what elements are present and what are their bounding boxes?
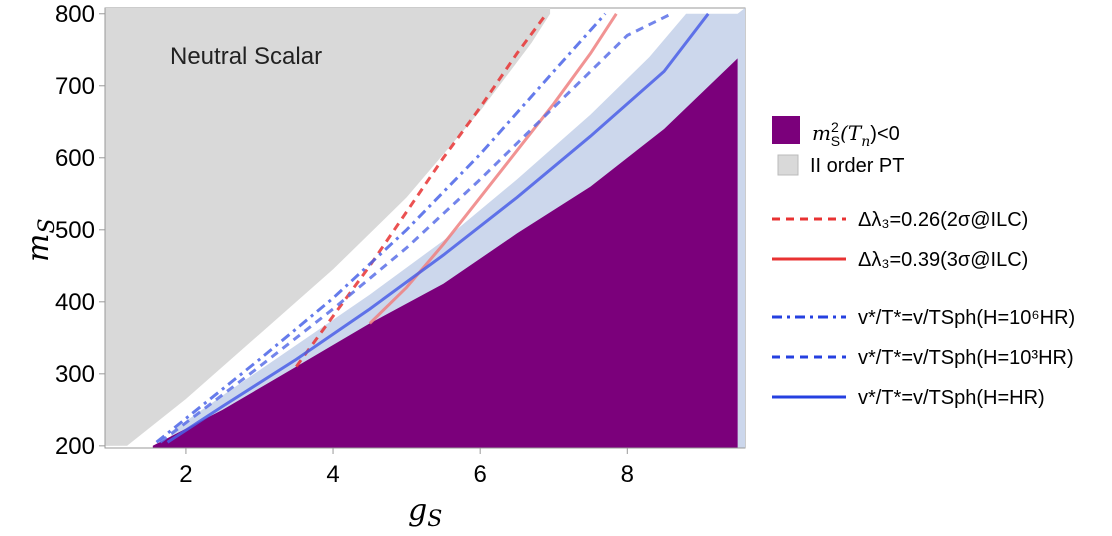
series-delta-lambda3-0.26 — [295, 12, 548, 368]
x-axis-ticks: 2 4 6 8 — [179, 448, 634, 488]
legend-label-delta-lambda3-0.39: Δλ₃=0.39(3σ@ILC) — [858, 249, 1028, 271]
x-axis-title-sub: S — [427, 507, 442, 532]
legend-swatch-second-order-pt — [777, 154, 799, 176]
y-tick-label: 400 — [55, 289, 95, 316]
legend-label-negative-mass: m2 S(Tn)<0 — [812, 119, 900, 150]
legend-label-ratio-H-HR: v*/T*=v/TSph(H=HR) — [858, 387, 1045, 409]
region-negative-mass — [152, 58, 738, 448]
x-axis-title-main: g — [408, 493, 427, 528]
legend-label-delta-lambda3-0.26: Δλ₃=0.26(2σ@ILC) — [858, 209, 1028, 231]
y-tick-label: 600 — [55, 145, 95, 172]
x-tick-label: 8 — [621, 461, 634, 488]
y-axis-ticks: 200 300 400 500 600 700 800 — [55, 1, 105, 460]
x-tick-label: 6 — [473, 461, 486, 488]
x-tick-label: 4 — [326, 461, 339, 488]
legend-label-second-order-pt: II order PT — [810, 155, 904, 177]
y-axis-title: mS — [21, 218, 60, 262]
y-axis-title-sub: S — [35, 218, 60, 233]
legend-label-ratio-H-1e6: v*/T*=v/TSph(H=10⁶HR) — [858, 307, 1075, 329]
y-tick-label: 500 — [55, 217, 95, 244]
y-tick-label: 800 — [55, 1, 95, 28]
x-axis-title: gS — [408, 493, 442, 532]
series-delta-lambda3-0.39 — [368, 12, 618, 325]
annotation-neutral-scalar: Neutral Scalar — [170, 43, 322, 70]
x-tick-label: 2 — [179, 461, 192, 488]
series-ratio-H-HR — [166, 12, 710, 444]
legend-label-ratio-H-1e3: v*/T*=v/TSph(H=10³HR) — [858, 347, 1074, 369]
region-second-order-pt — [105, 8, 551, 446]
legend-swatch-negative-mass — [772, 116, 800, 144]
legend: m2 S(Tn)<0 II order PT Δλ₃=0.26(2σ@ILC) Δ… — [772, 116, 1075, 409]
y-tick-label: 200 — [55, 433, 95, 460]
series-ratio-H-1e6 — [155, 12, 607, 444]
y-axis-title-main: m — [21, 234, 56, 262]
series-ratio-H-1e3 — [159, 12, 673, 444]
y-tick-label: 300 — [55, 361, 95, 388]
y-tick-label: 700 — [55, 73, 95, 100]
